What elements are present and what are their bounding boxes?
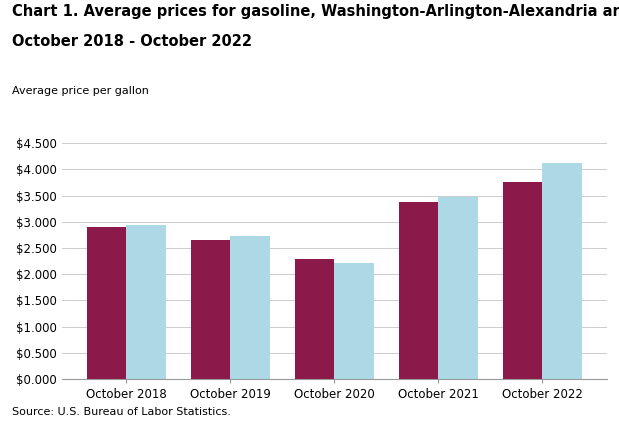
Bar bbox=[230, 236, 270, 379]
Bar bbox=[438, 197, 478, 379]
Text: October 2018 - October 2022: October 2018 - October 2022 bbox=[12, 34, 253, 49]
Bar bbox=[295, 259, 334, 379]
Text: Source: U.S. Bureau of Labor Statistics.: Source: U.S. Bureau of Labor Statistics. bbox=[12, 407, 232, 417]
Bar bbox=[542, 163, 582, 379]
Bar bbox=[503, 182, 542, 379]
Bar bbox=[126, 225, 166, 379]
Text: Chart 1. Average prices for gasoline, Washington-Arlington-Alexandria and United: Chart 1. Average prices for gasoline, Wa… bbox=[12, 4, 619, 19]
Text: Average price per gallon: Average price per gallon bbox=[12, 86, 149, 96]
Bar bbox=[399, 203, 438, 379]
Bar bbox=[334, 263, 374, 379]
Bar bbox=[87, 227, 126, 379]
Bar bbox=[191, 240, 230, 379]
